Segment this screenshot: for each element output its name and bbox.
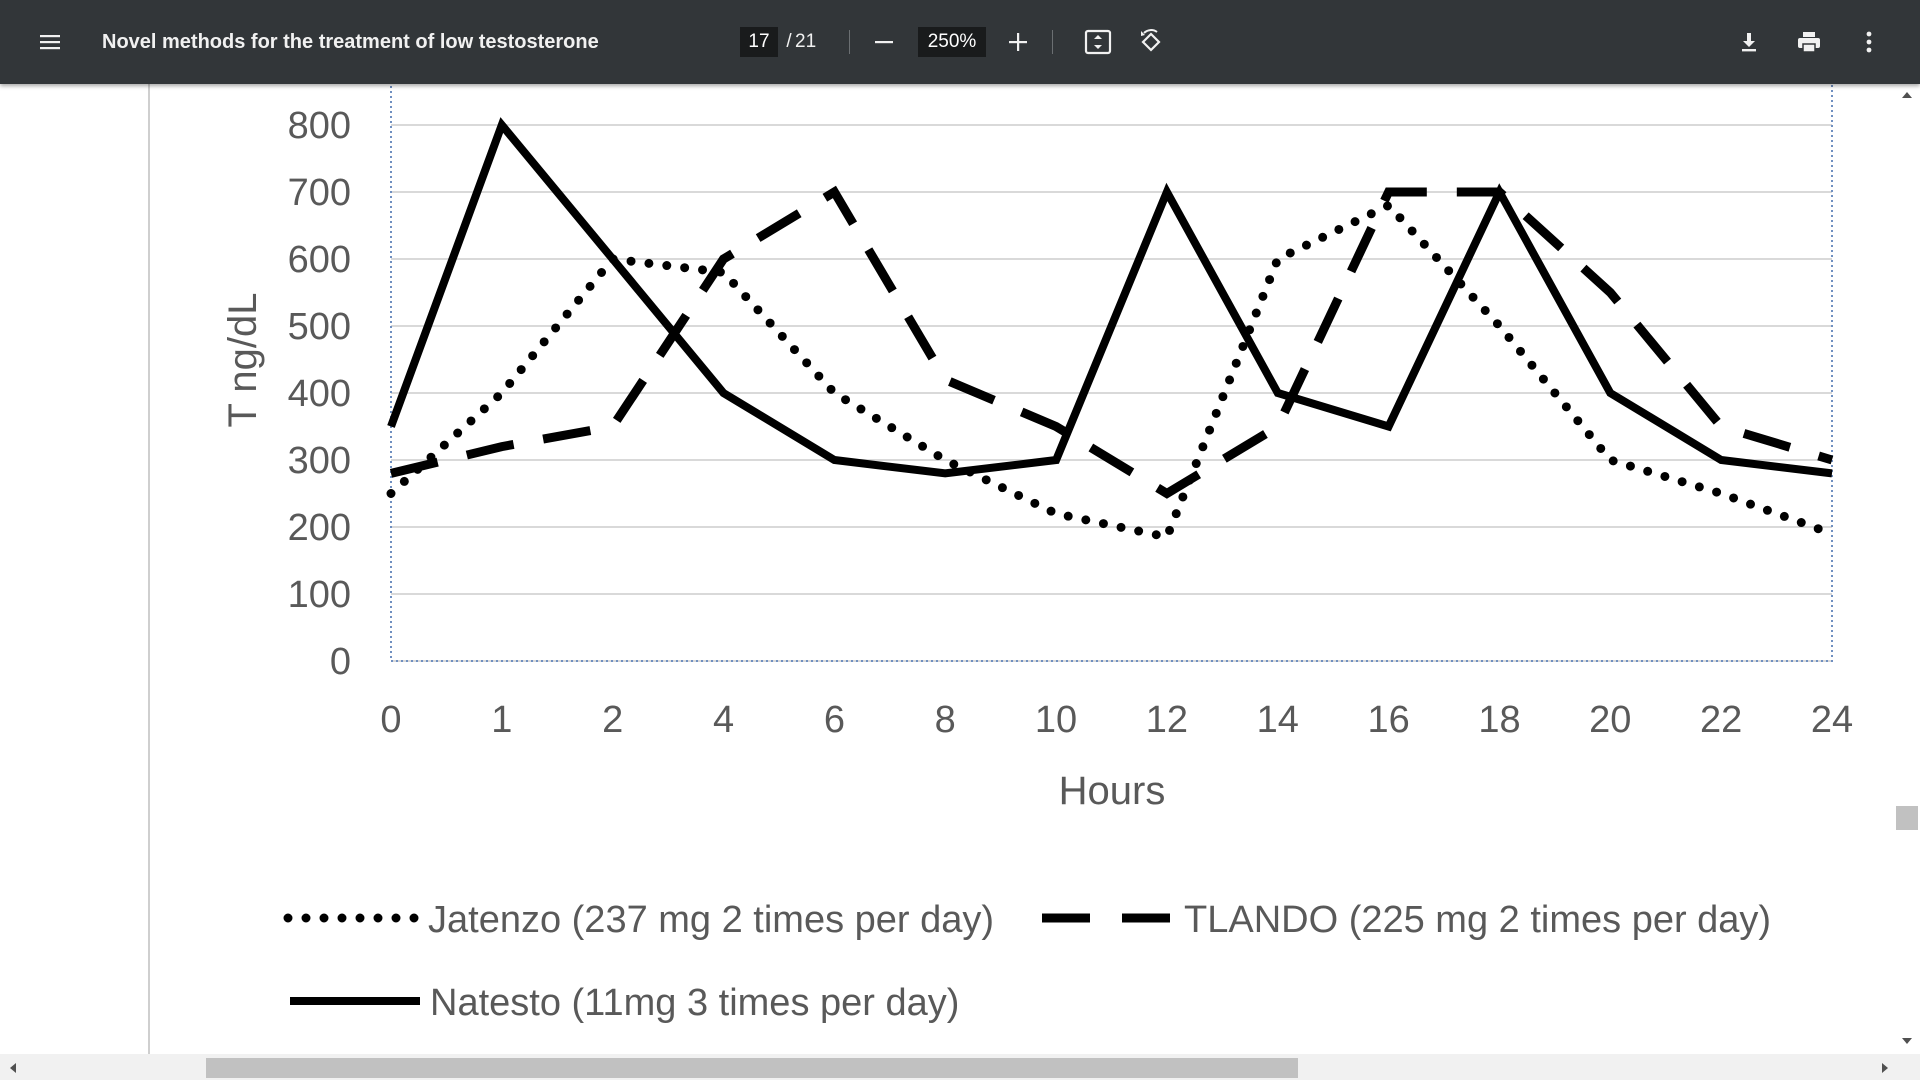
horizontal-scroll-thumb[interactable] xyxy=(206,1058,1298,1078)
toolbar-divider xyxy=(849,30,850,54)
page-total: 21 xyxy=(795,31,817,52)
page-number-input[interactable]: 17 xyxy=(740,27,778,57)
menu-icon xyxy=(40,35,60,50)
rotate-icon xyxy=(1141,29,1161,52)
pdf-toolbar: Novel methods for the treatment of low t… xyxy=(0,0,1920,84)
legend-label: TLANDO (225 mg 2 times per day) xyxy=(1184,899,1771,941)
download-icon xyxy=(1742,33,1756,52)
x-tick-label: 4 xyxy=(713,699,734,741)
x-tick-label: 1 xyxy=(491,699,512,741)
print-button[interactable] xyxy=(1789,22,1829,62)
zoom-level-input[interactable]: 250% xyxy=(918,27,986,57)
y-axis-ticks: 0 100 200 300 400 500 600 700 800 xyxy=(288,105,351,683)
y-tick-label: 0 xyxy=(330,641,351,683)
page-separator: / xyxy=(786,31,792,52)
rotate-button[interactable] xyxy=(1131,22,1171,62)
scroll-right-arrow-icon[interactable] xyxy=(1878,1060,1892,1076)
x-tick-label: 2 xyxy=(602,699,623,741)
x-axis-label: Hours xyxy=(1059,769,1166,813)
x-tick-label: 24 xyxy=(1811,699,1853,741)
plot-area-frame xyxy=(390,80,1833,662)
fit-to-page-button[interactable] xyxy=(1078,22,1118,62)
menu-button[interactable] xyxy=(30,22,70,62)
zoom-in-button[interactable] xyxy=(998,22,1038,62)
more-vert-icon xyxy=(1866,31,1872,53)
x-tick-label: 16 xyxy=(1367,699,1409,741)
legend-label: Natesto (11mg 3 times per day) xyxy=(430,982,959,1024)
legend: Jatenzo (237 mg 2 times per day) TLANDO (… xyxy=(283,899,1771,1024)
y-tick-label: 200 xyxy=(288,507,351,549)
document-title: Novel methods for the treatment of low t… xyxy=(102,30,599,53)
series-lines xyxy=(386,117,1837,543)
plot-area-border xyxy=(390,80,1833,662)
y-tick-label: 400 xyxy=(288,373,351,415)
y-tick-label: 100 xyxy=(288,574,351,616)
scroll-down-arrow-icon[interactable] xyxy=(1898,1034,1916,1048)
zoom-out-icon xyxy=(875,41,893,44)
zoom-out-button[interactable] xyxy=(864,22,904,62)
legend-label: Jatenzo (237 mg 2 times per day) xyxy=(428,899,994,941)
zoom-in-icon xyxy=(1009,33,1027,51)
x-tick-label: 22 xyxy=(1700,699,1742,741)
fit-to-page-icon xyxy=(1084,29,1112,55)
more-options-button[interactable] xyxy=(1849,22,1889,62)
toolbar-divider xyxy=(1052,30,1053,54)
x-tick-label: 0 xyxy=(380,699,401,741)
x-tick-label: 10 xyxy=(1035,699,1077,741)
y-tick-label: 700 xyxy=(288,172,351,214)
print-icon xyxy=(1798,32,1820,53)
scroll-left-arrow-icon[interactable] xyxy=(6,1060,20,1076)
x-tick-label: 20 xyxy=(1589,699,1631,741)
x-axis-ticks: 0 1 2 4 6 8 10 12 14 16 18 20 22 24 xyxy=(380,699,1853,741)
download-button[interactable] xyxy=(1729,22,1769,62)
series-line-solid xyxy=(387,117,1833,478)
x-tick-label: 14 xyxy=(1257,699,1299,741)
y-tick-label: 300 xyxy=(288,440,351,482)
vertical-scrollbar[interactable] xyxy=(1894,84,1920,1054)
x-tick-label: 8 xyxy=(935,699,956,741)
y-axis-label: T ng/dL xyxy=(221,293,265,428)
document-viewer[interactable] xyxy=(0,84,1920,1080)
y-tick-label: 600 xyxy=(288,239,351,281)
series-line-dashed xyxy=(389,185,1834,499)
x-tick-label: 12 xyxy=(1146,699,1188,741)
y-tick-label: 800 xyxy=(288,105,351,147)
page-edge xyxy=(148,84,150,1054)
x-tick-label: 18 xyxy=(1478,699,1520,741)
y-tick-label: 500 xyxy=(288,306,351,348)
series-line-dotted xyxy=(386,199,1837,543)
x-tick-label: 6 xyxy=(824,699,845,741)
vertical-scroll-thumb[interactable] xyxy=(1896,806,1918,830)
scroll-up-arrow-icon[interactable] xyxy=(1898,88,1916,102)
